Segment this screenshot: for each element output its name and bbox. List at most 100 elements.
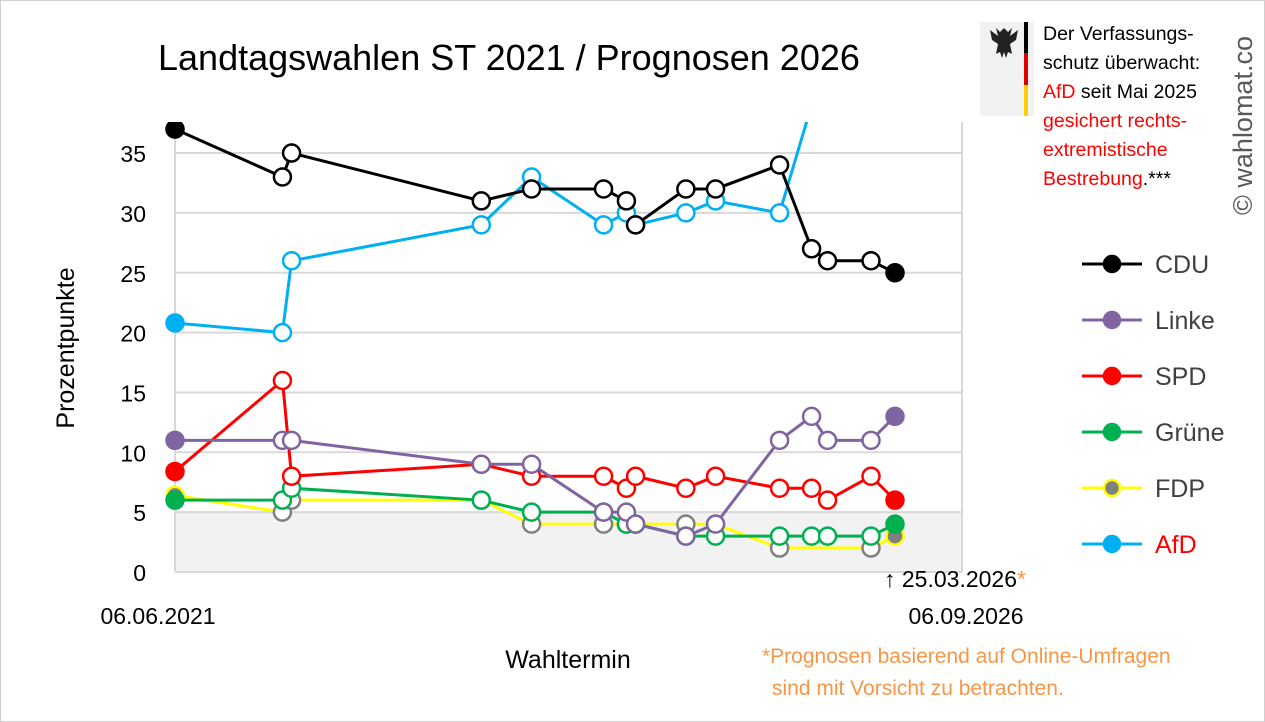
legend-marker-linke: [1102, 310, 1122, 330]
data-point-linke: [471, 454, 492, 475]
data-point-afd: [281, 251, 302, 271]
data-point-cdu: [471, 191, 492, 211]
data-point-grüne: [885, 514, 905, 534]
data-point-linke: [861, 430, 881, 451]
forecast-date-label: ↑ 25.03.2026*: [884, 566, 1026, 592]
data-point-afd: [769, 203, 790, 223]
data-point-cdu: [593, 179, 614, 199]
legend-label-cdu: CDU: [1155, 251, 1209, 279]
x-start-label: 06.06.2021: [100, 603, 215, 629]
data-point-spd: [705, 466, 726, 486]
note-line: schutz überwacht:: [1043, 52, 1201, 74]
legend-label-afd: AfD: [1155, 531, 1197, 559]
y-tick-label: 30: [120, 201, 146, 227]
data-point-afd: [803, 97, 820, 114]
data-point-linke: [676, 526, 696, 546]
y-tick-label: 25: [120, 261, 146, 287]
data-point-cdu: [801, 239, 822, 259]
data-point-linke: [593, 502, 614, 522]
data-point-afd: [272, 322, 293, 343]
note-line: Bestrebung.***: [1043, 165, 1200, 194]
note-line: AfD seit Mai 2025: [1043, 78, 1200, 107]
legend-label-fdp: FDP: [1155, 475, 1205, 503]
verfassungsschutz-note: Der Verfassungs- schutz überwacht: AfD s…: [1043, 20, 1200, 194]
data-point-spd: [769, 478, 790, 498]
note-text: .***: [1142, 168, 1171, 190]
data-point-afd: [593, 215, 614, 235]
legend-marker-fdp: [1102, 478, 1122, 498]
legend-label-grüne: Grüne: [1155, 419, 1224, 447]
note-line: gesichert rechts-: [1043, 110, 1188, 132]
data-point-grüne: [769, 526, 790, 546]
data-point-grüne: [861, 526, 881, 546]
data-point-afd: [676, 203, 696, 223]
data-point-cdu: [272, 167, 293, 187]
data-point-linke: [281, 430, 302, 451]
copyright: © wahlomat.co: [1228, 36, 1258, 215]
y-tick-label: 10: [120, 440, 146, 466]
y-tick-label: 5: [133, 500, 146, 526]
data-point-cdu: [676, 179, 696, 199]
data-point-spd: [165, 461, 185, 482]
note-text: seit Mai 2025: [1075, 81, 1197, 103]
data-point-grüne: [801, 526, 822, 546]
data-point-spd: [817, 490, 838, 510]
footnote-line: *Prognosen basierend auf Online-Umfragen: [762, 645, 1171, 668]
legend-label-spd: SPD: [1155, 363, 1206, 391]
data-point-linke: [885, 406, 905, 427]
data-point-cdu: [861, 251, 881, 271]
data-point-cdu: [769, 155, 790, 175]
data-point-cdu: [885, 263, 905, 283]
data-point-cdu: [705, 179, 726, 199]
data-point-afd: [471, 215, 492, 235]
y-tick-label: 35: [120, 141, 146, 167]
data-point-cdu: [616, 191, 637, 211]
data-point-cdu: [521, 179, 542, 199]
data-point-spd: [625, 466, 646, 486]
data-point-grüne: [471, 490, 492, 510]
x-end-label: 06.09.2026: [908, 603, 1023, 629]
note-line: extremistische: [1043, 139, 1168, 161]
y-tick-label: 0: [133, 560, 146, 586]
legend-marker-spd: [1102, 366, 1122, 386]
data-point-cdu: [817, 251, 838, 271]
data-point-spd: [676, 478, 696, 498]
data-point-spd: [281, 466, 302, 486]
legend-marker-cdu: [1102, 254, 1122, 274]
data-point-grüne: [521, 502, 542, 522]
data-point-grüne: [165, 490, 185, 510]
note-text: Bestrebung: [1043, 168, 1143, 190]
footnote-line: sind mit Vorsicht zu betrachten.: [772, 677, 1064, 700]
data-point-linke: [521, 454, 542, 475]
note-afd: AfD: [1043, 81, 1076, 103]
eagle-icon: [990, 22, 1028, 116]
chart-title: Landtagswahlen ST 2021 / Prognosen 2026: [158, 37, 860, 78]
x-axis-label: Wahltermin: [505, 646, 631, 674]
shaded-region: [175, 512, 962, 572]
data-point-linke: [817, 430, 838, 451]
data-point-linke: [705, 514, 726, 534]
federal-eagle-logo: [980, 22, 1034, 116]
data-point-linke: [625, 514, 646, 534]
data-point-linke: [801, 406, 822, 427]
legend-label-linke: Linke: [1155, 307, 1215, 335]
y-axis-label: Prozentpunkte: [52, 267, 80, 428]
legend-marker-afd: [1102, 534, 1122, 554]
data-point-spd: [885, 490, 905, 510]
data-point-cdu: [281, 143, 302, 163]
data-point-afd: [165, 313, 185, 333]
data-point-spd: [801, 478, 822, 498]
data-point-spd: [272, 370, 293, 391]
y-tick-label: 20: [120, 321, 146, 347]
data-point-cdu: [165, 122, 185, 139]
data-point-spd: [593, 466, 614, 486]
y-tick-label: 15: [120, 380, 146, 406]
data-point-linke: [769, 430, 790, 451]
data-point-cdu: [625, 215, 646, 235]
data-point-grüne: [817, 526, 838, 546]
series-line-afd: [174, 122, 809, 335]
footnote: *Prognosen basierend auf Online-Umfragen…: [762, 641, 1171, 705]
note-line: Der Verfassungs-: [1043, 23, 1194, 45]
data-point-spd: [861, 466, 881, 486]
